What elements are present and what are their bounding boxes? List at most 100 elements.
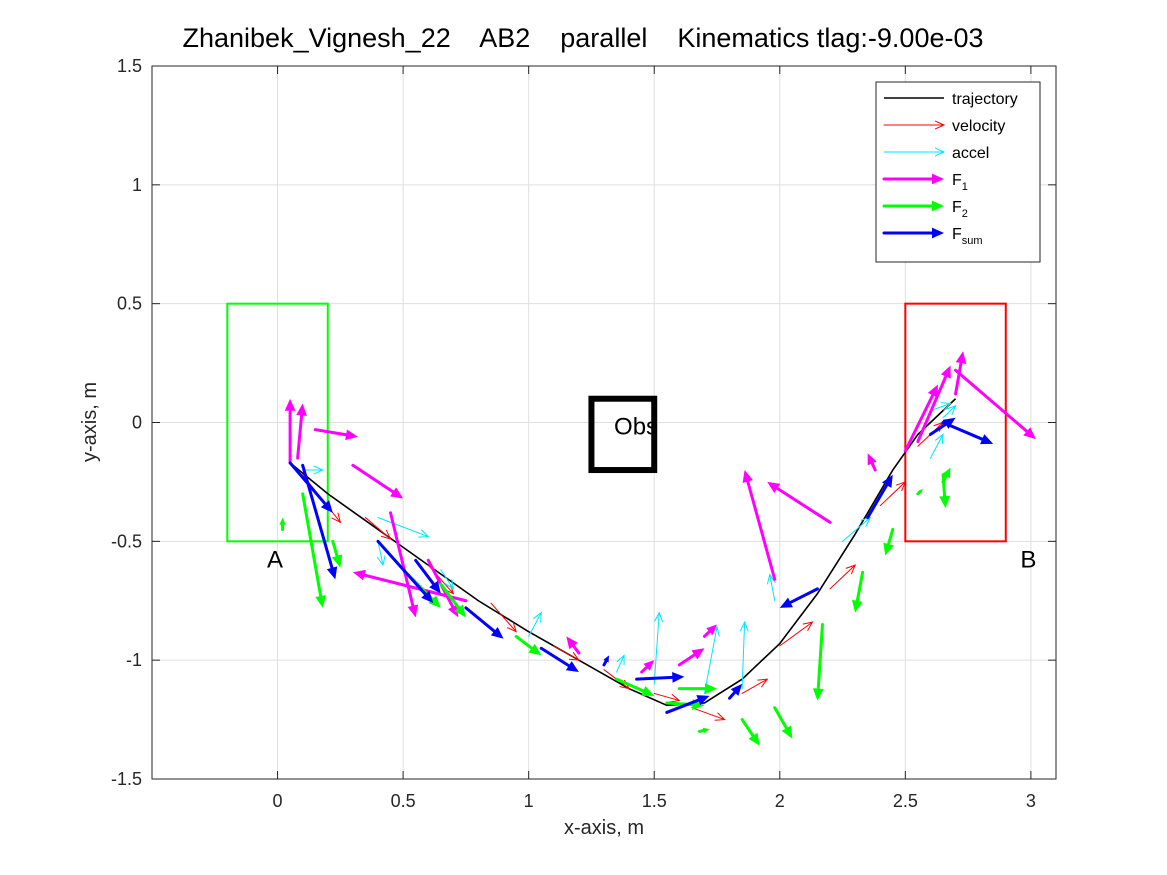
series-fsum	[288, 417, 994, 714]
accel-arrow	[377, 517, 430, 538]
y-tick-label: 0.5	[117, 294, 142, 314]
fsum-arrow	[928, 417, 956, 436]
f2-arrow	[883, 527, 895, 556]
f1-arrow	[313, 428, 358, 441]
region-box-a	[226, 302, 329, 543]
region-label-obs: Obs	[614, 413, 658, 440]
y-tick-label: 0	[132, 413, 142, 433]
f1-arrow	[566, 636, 581, 655]
x-tick-label: 1.5	[642, 791, 667, 811]
x-tick-label: 2	[775, 791, 785, 811]
f2-arrow	[812, 623, 824, 701]
velocity-arrow	[490, 602, 517, 633]
velocity-arrow	[653, 692, 681, 703]
accel-arrow	[929, 433, 944, 459]
accel-arrow	[942, 405, 957, 419]
accel-arrow	[302, 465, 324, 475]
f2-arrow	[773, 706, 793, 739]
y-tick-label: -0.5	[111, 531, 142, 551]
x-axis-label: x-axis, m	[564, 817, 644, 839]
series-velocity	[302, 421, 944, 721]
accel-arrow	[929, 402, 952, 412]
region-labels: A B Obs	[267, 413, 1036, 573]
f1-arrow	[677, 648, 705, 667]
accel-arrow	[528, 611, 542, 637]
f2-arrow	[514, 634, 542, 656]
x-tick-label: 0	[273, 791, 283, 811]
velocity-arrow	[779, 621, 814, 647]
f2-arrow	[331, 539, 343, 568]
fsum-arrow	[602, 655, 610, 667]
region-label-b: B	[1020, 546, 1036, 573]
series-accel	[302, 402, 957, 694]
f2-arrow	[301, 492, 326, 608]
legend-swatch	[883, 147, 946, 157]
f1-arrow	[954, 368, 1036, 440]
velocity-arrow	[691, 707, 726, 721]
legend-swatch	[883, 120, 946, 130]
series-f1	[284, 351, 1036, 674]
f1-arrow	[640, 660, 655, 674]
legend-item-trajectory: trajectory	[884, 91, 1018, 108]
legend-swatch	[882, 227, 944, 239]
f1-arrow	[284, 398, 296, 465]
fsum-arrow	[728, 683, 743, 700]
f2-arrow	[615, 677, 655, 696]
legend-subscript: 2	[962, 208, 968, 220]
fsum-arrow	[866, 474, 893, 520]
x-tick-label: 0.5	[391, 791, 416, 811]
x-tick-label: 3	[1026, 791, 1036, 811]
velocity-arrow	[553, 645, 580, 661]
y-axis-label: y-axis, m	[79, 382, 101, 462]
f2-arrow	[697, 727, 710, 734]
f1-arrow	[702, 624, 717, 638]
f1-arrow	[867, 453, 877, 472]
legend-label: velocity	[952, 118, 1005, 135]
x-tick-label: 2.5	[893, 791, 918, 811]
velocity-arrow	[879, 481, 907, 507]
legend-label: trajectory	[952, 91, 1018, 108]
axis-ticks: 0 0.5 1 1.5 2 2.5 3 -1.5 -1 -0.5 0 0.5 1 1.5	[111, 56, 1056, 811]
y-tick-label: -1	[126, 650, 142, 670]
f1-arrow	[916, 365, 951, 444]
f1-arrow	[389, 511, 419, 618]
accel-arrow	[739, 620, 749, 690]
f1-arrow	[954, 351, 967, 396]
fsum-arrow	[376, 539, 434, 604]
fsum-arrow	[301, 463, 338, 580]
x-tick-label: 1	[524, 791, 534, 811]
fsum-arrow	[464, 606, 504, 639]
f2-arrow	[740, 718, 760, 746]
y-tick-label: 1.5	[117, 56, 142, 76]
accel-arrow	[653, 611, 664, 685]
accel-arrow	[842, 516, 872, 542]
f2-arrow	[439, 582, 466, 618]
accel-arrow	[376, 540, 386, 567]
region-box-obs	[588, 395, 658, 474]
f1-arrow	[351, 463, 404, 499]
legend-swatch	[882, 173, 944, 185]
legend-label: accel	[952, 145, 989, 162]
legend-item-accel: accel	[883, 145, 989, 162]
f1-arrow	[903, 384, 938, 453]
y-tick-label: 1	[132, 175, 142, 195]
velocity-arrow	[741, 678, 769, 694]
f2-arrow	[916, 489, 923, 496]
legend-subscript: 1	[962, 181, 968, 193]
series-f2	[279, 467, 951, 746]
accel-arrow	[616, 654, 625, 673]
region-label-a: A	[267, 546, 283, 573]
velocity-arrow	[829, 564, 856, 590]
fsum-arrow	[779, 587, 819, 608]
legend-item-velocity: velocity	[883, 118, 1005, 135]
chart-title: Zhanibek_Vignesh_22 AB2 parallel Kinemat…	[183, 23, 984, 53]
accel-arrow	[440, 569, 455, 590]
legend-swatch	[882, 200, 944, 212]
f1-arrow	[296, 403, 307, 460]
fsum-arrow	[635, 672, 685, 683]
velocity-arrow	[364, 517, 392, 540]
f2-arrow	[852, 570, 865, 613]
legend-subscript: sum	[962, 235, 983, 247]
